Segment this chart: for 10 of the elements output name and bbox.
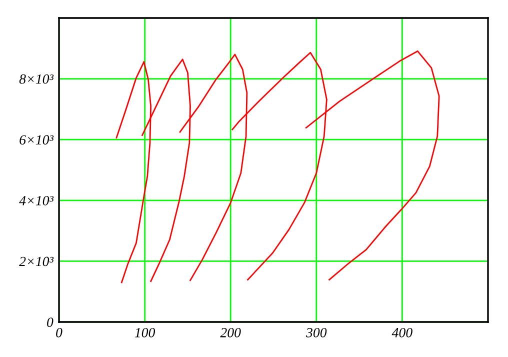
y-tick-label: 6×10³ <box>20 135 54 145</box>
x-tick-label: 300 <box>306 328 327 338</box>
x-tick-label: 400 <box>392 328 412 338</box>
x-tick-label: 200 <box>220 328 241 338</box>
x-tick-label: 100 <box>134 328 156 338</box>
y-tick-label: 2×10³ <box>19 256 54 266</box>
y-tick-label: 8×10³ <box>19 74 54 84</box>
y-tick-label: 0 <box>47 318 54 327</box>
x-tick-label: 0 <box>56 328 62 338</box>
y-tick-label: 4×10³ <box>19 196 54 206</box>
